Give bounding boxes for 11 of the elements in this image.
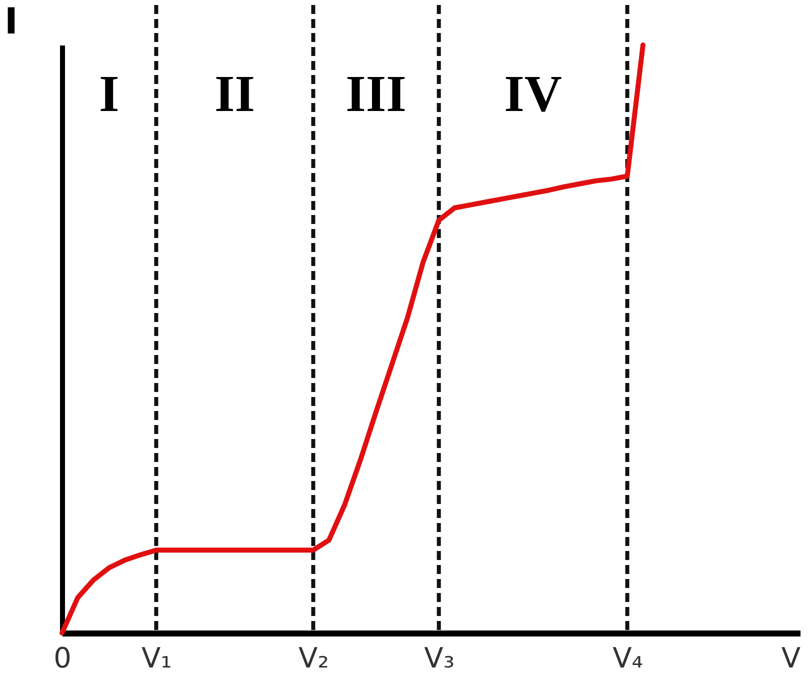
x-tick-label: 0 bbox=[54, 642, 72, 674]
x-tick-label: V₁ bbox=[142, 642, 172, 674]
annotation: III bbox=[346, 66, 406, 123]
y-axis-title: I bbox=[4, 2, 18, 42]
x-tick-label: V₂ bbox=[298, 642, 329, 674]
annotation: I bbox=[98, 66, 120, 123]
x-axis-title: V bbox=[781, 642, 800, 674]
x-tick-label: V₄ bbox=[612, 642, 643, 674]
annotation: IV bbox=[504, 66, 562, 123]
x-tick-label: V₃ bbox=[424, 642, 455, 674]
annotation: II bbox=[214, 66, 255, 123]
